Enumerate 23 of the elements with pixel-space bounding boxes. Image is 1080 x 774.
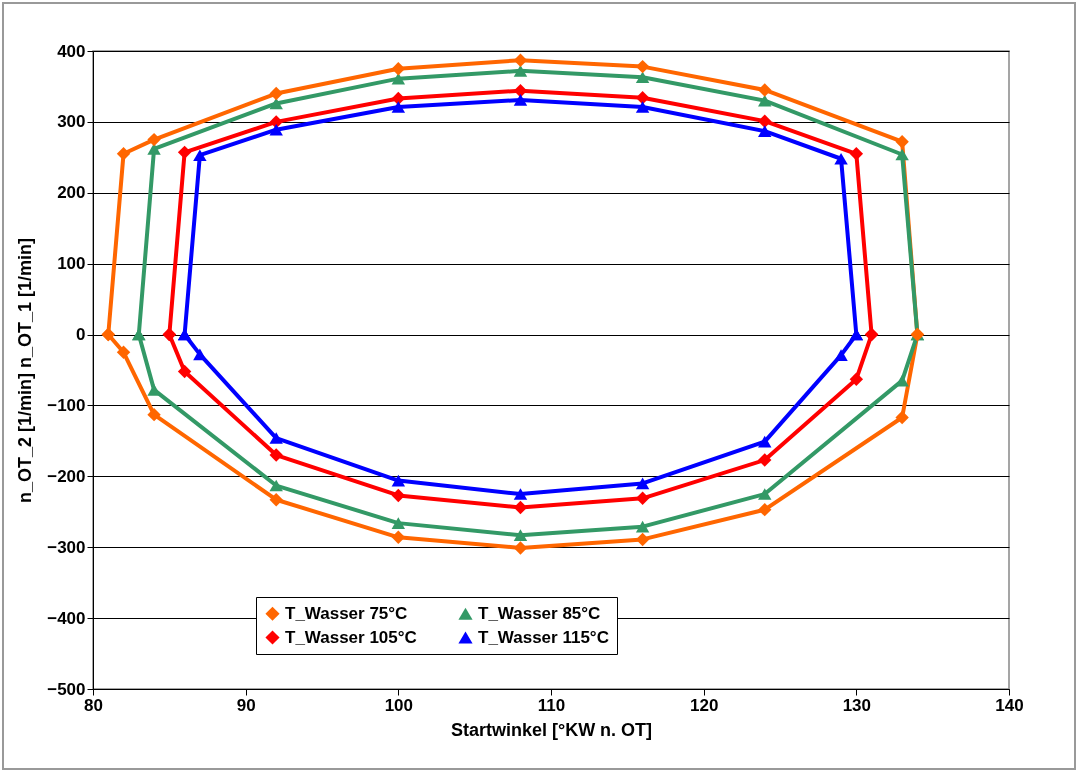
- x-tick-label: 80: [84, 695, 103, 715]
- legend-label: T_Wasser 105°C: [285, 627, 417, 647]
- y-tick-label: 300: [57, 112, 86, 132]
- y-tick-label: 0: [76, 325, 86, 345]
- legend-label: T_Wasser 115°C: [478, 627, 609, 647]
- x-axis-title: Startwinkel [°KW n. OT]: [450, 719, 653, 740]
- legend-label: T_Wasser 75°C: [285, 603, 408, 623]
- y-tick-label: 100: [57, 254, 86, 274]
- y-axis-title: n_OT_2 [1/min] n_OT_1 [1/min]: [15, 237, 36, 504]
- y-tick-label: −200: [47, 466, 86, 486]
- x-tick-label: 130: [842, 695, 872, 715]
- x-tick-label: 100: [384, 695, 414, 715]
- y-tick-label: 200: [57, 183, 86, 203]
- y-tick-label: −500: [47, 679, 86, 699]
- x-tick-label: 120: [689, 695, 719, 715]
- y-tick-label: −400: [47, 608, 86, 628]
- x-tick-label: 90: [236, 695, 256, 715]
- x-tick-label: 140: [995, 695, 1024, 715]
- y-tick-label: 400: [57, 41, 86, 61]
- x-tick-label: 110: [537, 695, 566, 715]
- y-tick-label: −300: [47, 537, 86, 557]
- y-tick-label: −100: [47, 395, 86, 415]
- legend-label: T_Wasser 85°C: [478, 603, 601, 623]
